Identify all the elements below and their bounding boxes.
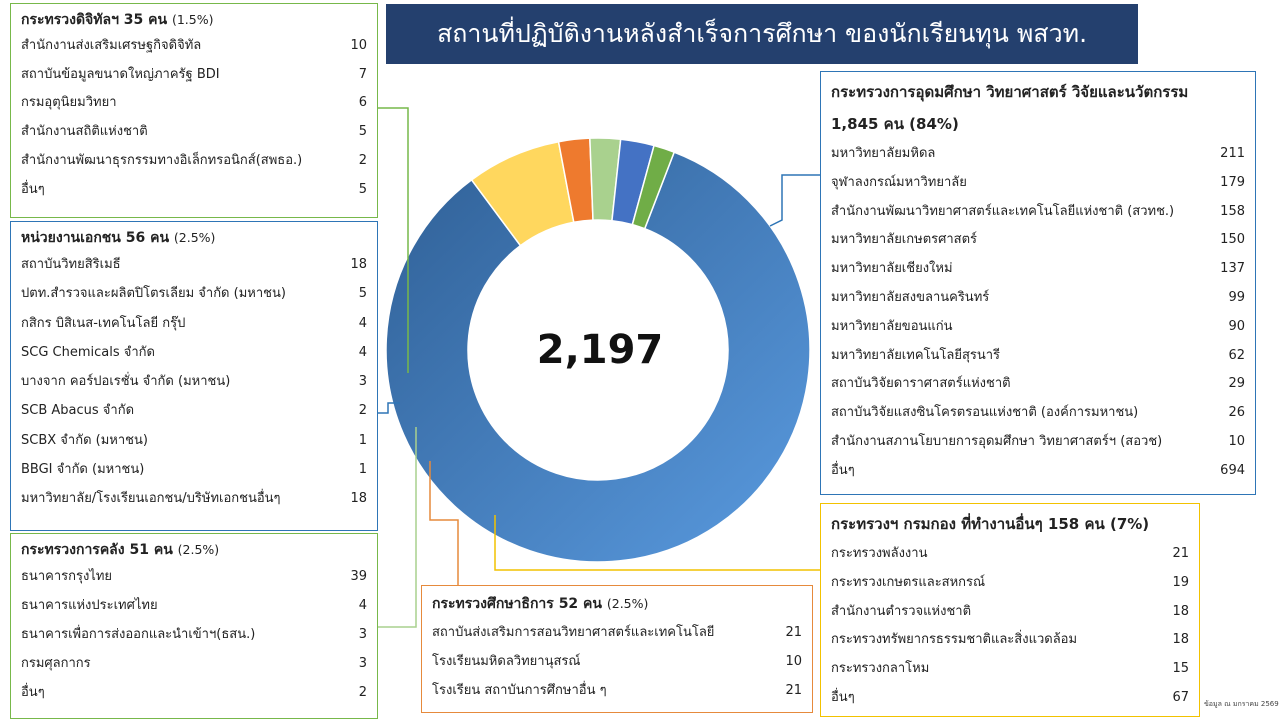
list-item: มหาวิทยาลัยขอนแก่น 90 <box>831 318 1245 334</box>
list-item: SCBX จำกัด (มหาชน) 1 <box>21 432 367 448</box>
list-item: สถาบันวิจัยแสงซินโครตรอนแห่งชาติ (องค์กา… <box>831 405 1245 421</box>
list-item: สำนักงานส่งเสริมเศรษฐกิจดิจิทัล 10 <box>21 38 367 53</box>
list-item: โรงเรียน สถาบันการศึกษาอื่น ๆ 21 <box>432 683 802 698</box>
connector-education <box>429 461 459 585</box>
list-item: อื่นๆ 694 <box>831 462 1245 478</box>
private-header-pct: (2.5%) <box>173 230 216 245</box>
connector-other <box>494 515 820 571</box>
list-item: กระทรวงพลังงาน 21 <box>831 546 1189 561</box>
connector-higher <box>769 174 820 227</box>
list-item: สถาบันข้อมูลขนาดใหญ่ภาครัฐ BDI 7 <box>21 66 367 82</box>
finance-header-text: กระทรวงการคลัง 51 คน <box>21 542 173 558</box>
finance-header: กระทรวงการคลัง 51 คน (2.5%) <box>21 538 367 562</box>
list-item: ธนาคารแห่งประเทศไทย 4 <box>21 598 367 613</box>
list-item: บางจาก คอร์ปอเรชั่น จำกัด (มหาชน) 3 <box>21 374 367 390</box>
source-note: ข้อมูล ณ มกราคม 2569 <box>1204 700 1279 708</box>
connector-finance <box>378 427 417 628</box>
list-item: ปตท.สำรวจและผลิตปิโตรเลียม จำกัด (มหาชน)… <box>21 286 367 302</box>
education-header: กระทรวงศึกษาธิการ 52 คน (2.5%) <box>432 590 802 618</box>
slice-digital <box>631 144 676 230</box>
list-item: มหาวิทยาลัยเชียงใหม่ 137 <box>831 261 1245 277</box>
list-item: กรมอุตุนิยมวิทยา 6 <box>21 95 367 111</box>
higher-ed-header-line1: กระทรวงการอุดมศึกษา วิทยาศาสตร์ วิจัยและ… <box>831 83 1189 101</box>
finance-header-pct: (2.5%) <box>177 542 220 557</box>
digital-header: กระทรวงดิจิทัลฯ 35 คน (1.5%) <box>21 8 367 32</box>
list-item: กรมศุลกากร 3 <box>21 656 367 671</box>
list-item: สำนักงานพัฒนาวิทยาศาสตร์และเทคโนโลยีแห่ง… <box>831 203 1245 219</box>
list-item: กสิกร บิสิเนส-เทคโนโลยี กรุ๊ป 4 <box>21 315 367 331</box>
list-item: สำนักงานพัฒนาธุรกรรมทางอิเล็กทรอนิกส์(สพ… <box>21 152 367 168</box>
list-item: กระทรวงเกษตรและสหกรณ์ 19 <box>831 574 1189 590</box>
list-item: สำนักงานสถิติแห่งชาติ 5 <box>21 124 367 140</box>
other-header: กระทรวงฯ กรมกอง ที่ทำงานอื่นๆ 158 คน (7%… <box>831 515 1150 533</box>
connector-digital <box>378 107 409 373</box>
digital-header-text: กระทรวงดิจิทัลฯ 35 คน <box>21 12 168 28</box>
list-item: มหาวิทยาลัยเทคโนโลยีสุรนารี 62 <box>831 347 1245 363</box>
list-item: SCB Abacus จำกัด 2 <box>21 403 367 419</box>
slice-higher-ed <box>385 151 811 563</box>
higher-ed-ministry-box: กระทรวงการอุดมศึกษา วิทยาศาสตร์ วิจัยและ… <box>820 71 1256 495</box>
other-ministries-box: กระทรวงฯ กรมกอง ที่ทำงานอื่นๆ 158 คน (7%… <box>820 503 1200 717</box>
list-item: อื่นๆ 2 <box>21 685 367 700</box>
list-item: มหาวิทยาลัยมหิดล 211 <box>831 146 1245 161</box>
finance-ministry-box: กระทรวงการคลัง 51 คน (2.5%) ธนาคารกรุงไท… <box>10 533 378 719</box>
private-sector-box: หน่วยงานเอกชน 56 คน (2.5%) สถาบันวิทยสิร… <box>10 221 378 531</box>
list-item: ธนาคารกรุงไทย 39 <box>21 569 367 584</box>
list-item: มหาวิทยาลัยเกษตรศาสตร์ 150 <box>831 232 1245 248</box>
list-item: จุฬาลงกรณ์มหาวิทยาลัย 179 <box>831 174 1245 190</box>
list-item: ธนาคารเพื่อการส่งออกและนำเข้าฯ(ธสน.) 3 <box>21 627 367 642</box>
page-title: สถานที่ปฏิบัติงานหลังสำเร็จการศึกษา ของน… <box>386 4 1138 64</box>
list-item: อื่นๆ 5 <box>21 181 367 197</box>
connector-private <box>378 402 400 414</box>
digital-ministry-box: กระทรวงดิจิทัลฯ 35 คน (1.5%) สำนักงานส่ง… <box>10 3 378 218</box>
education-ministry-box: กระทรวงศึกษาธิการ 52 คน (2.5%) สถาบันส่ง… <box>421 585 813 713</box>
list-item: กระทรวงทรัพยากรธรรมชาติและสิ่งแวดล้อม 18 <box>831 632 1189 648</box>
list-item: สำนักงานสภานโยบายการอุดมศึกษา วิทยาศาสตร… <box>831 433 1245 449</box>
list-item: สถาบันส่งเสริมการสอนวิทยาศาสตร์และเทคโนโ… <box>432 625 802 640</box>
list-item: กระทรวงกลาโหม 15 <box>831 661 1189 677</box>
list-item: อื่นๆ 67 <box>831 689 1189 705</box>
education-header-pct: (2.5%) <box>606 596 649 611</box>
list-item: โรงเรียนมหิดลวิทยานุสรณ์ 10 <box>432 654 802 669</box>
higher-ed-header-line2: 1,845 คน (84%) <box>831 115 959 133</box>
list-item: สถาบันวิทยสิริเมธี 18 <box>21 257 367 272</box>
digital-header-pct: (1.5%) <box>171 12 214 27</box>
connector-lines <box>378 107 820 628</box>
education-header-text: กระทรวงศึกษาธิการ 52 คน <box>432 596 602 612</box>
list-item: สำนักงานตำรวจแห่งชาติ 18 <box>831 603 1189 619</box>
list-item: มหาวิทยาลัย/โรงเรียนเอกชน/บริษัทเอกชนอื่… <box>21 491 367 507</box>
list-item: BBGI จำกัด (มหาชน) 1 <box>21 462 367 478</box>
list-item: สถาบันวิจัยดาราศาสตร์แห่งชาติ 29 <box>831 376 1245 392</box>
list-item: SCG Chemicals จำกัด 4 <box>21 344 367 360</box>
total-count: 2,197 <box>536 327 664 373</box>
list-item: มหาวิทยาลัยสงขลานครินทร์ 99 <box>831 289 1245 305</box>
private-header: หน่วยงานเอกชน 56 คน (2.5%) <box>21 226 367 250</box>
private-header-text: หน่วยงานเอกชน 56 คน <box>21 230 170 246</box>
